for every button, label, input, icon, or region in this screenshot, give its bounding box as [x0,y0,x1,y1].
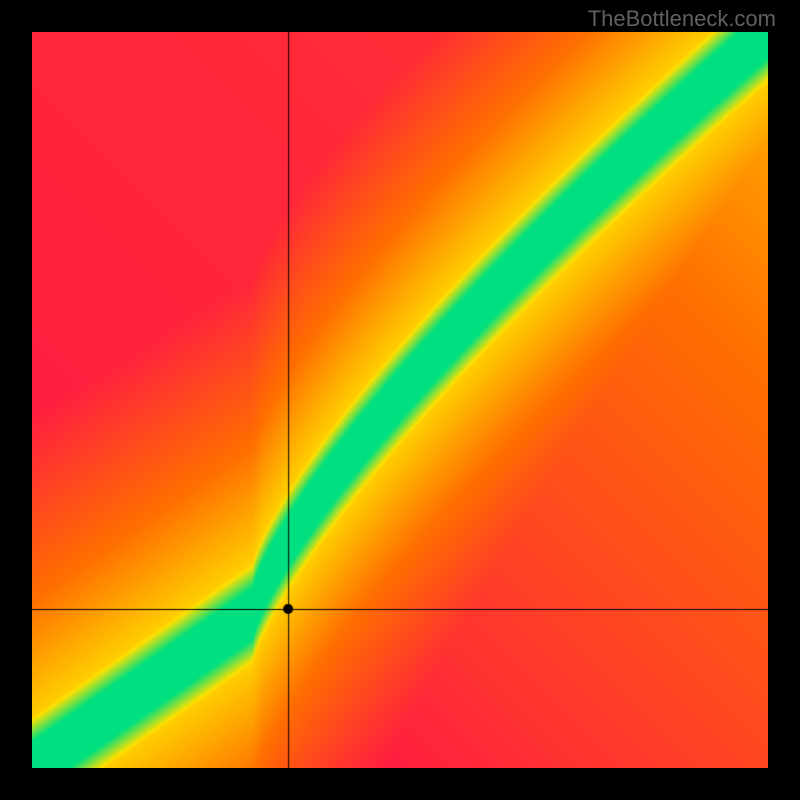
heatmap-canvas [32,32,768,768]
bottleneck-heatmap [32,32,768,768]
watermark-label: TheBottleneck.com [588,6,776,32]
